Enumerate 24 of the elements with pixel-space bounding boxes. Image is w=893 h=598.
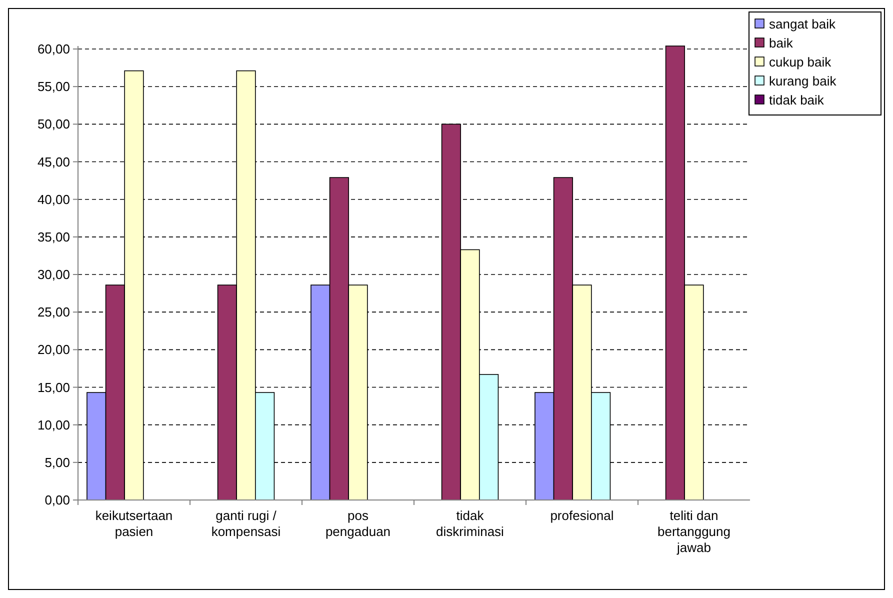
x-tick-label: pos pengaduan xyxy=(325,508,391,539)
y-tick-label: 60,00 xyxy=(37,42,70,57)
x-tick-label: keikutsertaan pasien xyxy=(95,508,173,539)
x-tick-label: tidak diskriminasi xyxy=(436,508,504,539)
legend-label: cukup baik xyxy=(769,54,832,70)
legend-label: baik xyxy=(769,36,794,51)
y-tick-label: 55,00 xyxy=(37,79,70,94)
x-tick-label: profesional xyxy=(550,508,614,523)
legend-label: kurang baik xyxy=(769,74,837,89)
y-tick-label: 5,00 xyxy=(44,454,70,470)
x-tick-label: teliti dan bertanggung jawab xyxy=(657,508,731,555)
y-tick-label: 20,00 xyxy=(37,342,70,358)
y-tick-label: 30,00 xyxy=(37,267,70,282)
legend-label: tidak baik xyxy=(769,92,824,108)
x-tick-label: ganti rugi / kompensasi xyxy=(211,508,281,539)
y-tick-label: 40,00 xyxy=(37,192,70,207)
y-tick-label: 10,00 xyxy=(37,417,70,432)
y-tick-label: 45,00 xyxy=(37,154,70,170)
y-tick-label: 50,00 xyxy=(37,116,70,132)
y-tick-label: 15,00 xyxy=(37,380,70,395)
y-tick-label: 35,00 xyxy=(37,229,70,244)
y-tick-label: 0,00 xyxy=(44,492,70,508)
legend-label: sangat baik xyxy=(769,16,836,32)
y-tick-label: 25,00 xyxy=(37,304,70,320)
